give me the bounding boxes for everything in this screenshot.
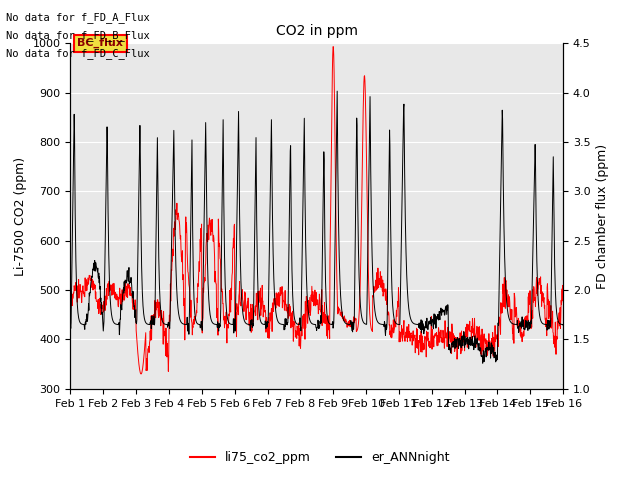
Text: No data for f_FD_C_Flux: No data for f_FD_C_Flux (6, 48, 150, 60)
Text: No data for f_FD_B_Flux: No data for f_FD_B_Flux (6, 30, 150, 41)
Legend: li75_co2_ppm, er_ANNnight: li75_co2_ppm, er_ANNnight (186, 446, 454, 469)
Text: No data for f_FD_A_Flux: No data for f_FD_A_Flux (6, 12, 150, 23)
Y-axis label: FD chamber flux (ppm): FD chamber flux (ppm) (596, 144, 609, 288)
Y-axis label: Li-7500 CO2 (ppm): Li-7500 CO2 (ppm) (14, 156, 27, 276)
Text: BC_flux: BC_flux (77, 38, 124, 48)
Title: CO2 in ppm: CO2 in ppm (276, 24, 358, 38)
